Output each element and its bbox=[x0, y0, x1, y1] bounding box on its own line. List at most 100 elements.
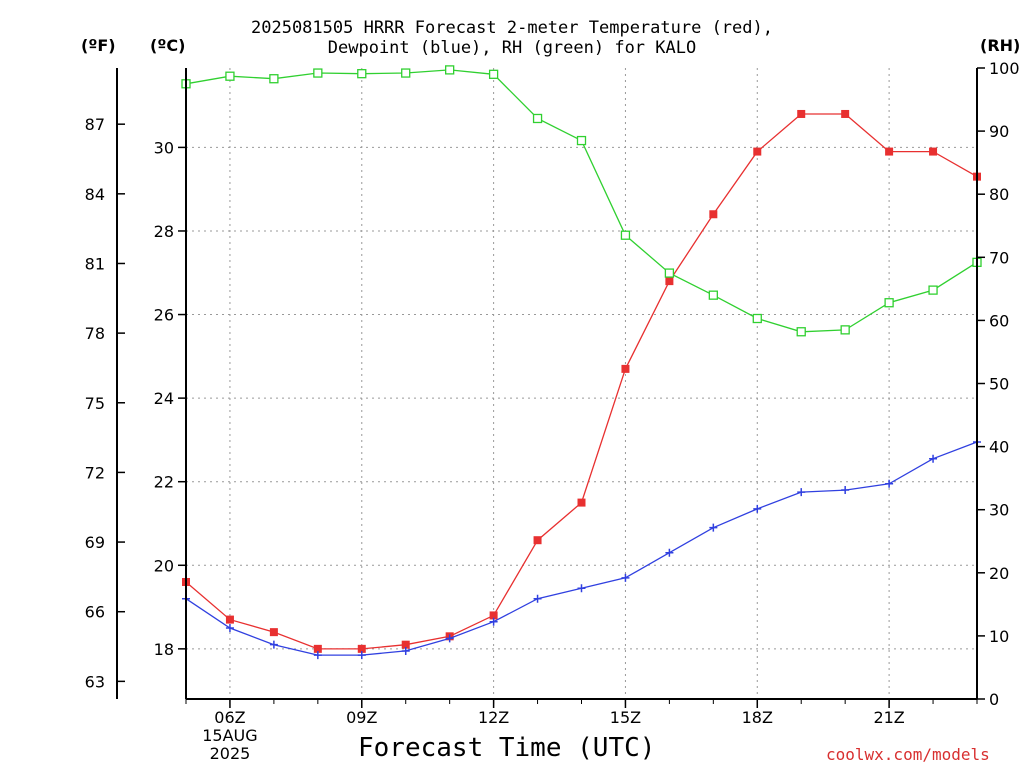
y-tick-label-rh: 70 bbox=[989, 248, 1009, 267]
y-tick-label-rh: 80 bbox=[989, 185, 1009, 204]
data-point-dewpoint bbox=[313, 651, 322, 660]
data-point-temperature bbox=[313, 644, 322, 653]
x-tick-label: 21Z bbox=[873, 708, 904, 727]
data-point-rh bbox=[796, 327, 806, 337]
data-point-dewpoint bbox=[885, 479, 894, 488]
data-point-temperature bbox=[929, 147, 938, 156]
data-point-temperature bbox=[401, 640, 410, 649]
y-tick-label-celsius: 28 bbox=[154, 222, 174, 241]
data-point-temperature bbox=[753, 147, 762, 156]
y-tick-label-rh: 0 bbox=[989, 690, 999, 709]
data-point-rh bbox=[708, 290, 718, 300]
y-tick-label-fahrenheit: 66 bbox=[85, 603, 105, 622]
chart-title-line-1: 2025081505 HRRR Forecast 2-meter Tempera… bbox=[251, 18, 773, 38]
data-point-temperature bbox=[489, 611, 498, 620]
x-tick-label: 18Z bbox=[742, 708, 773, 727]
data-point-temperature bbox=[797, 109, 806, 118]
credit-text: coolwx.com/models bbox=[826, 745, 990, 764]
series-line-rh bbox=[185, 69, 978, 333]
unit-label-fahrenheit: (ºF) bbox=[81, 36, 116, 55]
data-point-rh bbox=[488, 69, 499, 79]
y-tick-label-rh: 10 bbox=[989, 627, 1009, 646]
y-tick-label-celsius: 20 bbox=[154, 556, 174, 575]
unit-label-rh: (RH) bbox=[980, 36, 1021, 55]
data-point-rh bbox=[269, 74, 279, 84]
data-point-rh bbox=[664, 268, 675, 278]
series-rh bbox=[181, 65, 982, 337]
data-point-dewpoint bbox=[797, 488, 806, 497]
series-line-dewpoint bbox=[185, 441, 978, 656]
y-tick-label-fahrenheit: 84 bbox=[85, 185, 105, 204]
y-tick-label-celsius: 30 bbox=[154, 138, 174, 157]
y-tick-label-celsius: 24 bbox=[154, 389, 174, 408]
data-point-rh bbox=[401, 68, 411, 78]
data-point-rh bbox=[445, 65, 455, 75]
data-point-temperature bbox=[533, 536, 542, 545]
chart-title-line-2: Dewpoint (blue), RH (green) for KALO bbox=[327, 38, 697, 58]
y-tick-label-rh: 60 bbox=[989, 311, 1009, 330]
series-dewpoint bbox=[182, 438, 981, 660]
data-point-dewpoint bbox=[709, 523, 718, 532]
y-tick-label-celsius: 26 bbox=[154, 306, 174, 325]
data-point-rh bbox=[576, 135, 587, 146]
y-tick-label-fahrenheit: 69 bbox=[85, 533, 105, 552]
data-point-temperature bbox=[665, 277, 674, 286]
data-point-dewpoint bbox=[929, 454, 938, 463]
x-tick-label: 09Z bbox=[346, 708, 377, 727]
data-point-dewpoint bbox=[577, 584, 586, 593]
data-point-dewpoint bbox=[753, 504, 762, 513]
data-point-temperature bbox=[577, 498, 586, 507]
data-point-rh bbox=[840, 325, 850, 335]
x-tick-date: 15AUG bbox=[202, 726, 257, 745]
data-point-rh bbox=[357, 69, 367, 79]
data-point-rh bbox=[225, 71, 235, 81]
data-point-dewpoint bbox=[533, 594, 542, 603]
series-layer bbox=[181, 65, 982, 660]
data-point-dewpoint bbox=[489, 617, 498, 626]
y-tick-label-fahrenheit: 72 bbox=[85, 463, 105, 482]
series-temperature bbox=[182, 109, 981, 653]
y-tick-label-celsius: 22 bbox=[154, 473, 174, 492]
data-point-rh bbox=[532, 113, 543, 124]
y-tick-label-rh: 100 bbox=[989, 59, 1020, 78]
data-point-rh bbox=[313, 68, 323, 78]
x-tick-label: 15Z bbox=[610, 708, 641, 727]
y-tick-label-fahrenheit: 63 bbox=[85, 672, 105, 691]
data-point-temperature bbox=[885, 147, 894, 156]
unit-label-celsius: (ºC) bbox=[150, 36, 186, 55]
series-line-temperature bbox=[185, 113, 978, 650]
data-point-temperature bbox=[357, 644, 366, 653]
grid-lines bbox=[186, 68, 977, 699]
data-point-rh bbox=[752, 313, 762, 324]
data-point-dewpoint bbox=[445, 634, 454, 643]
data-point-dewpoint bbox=[269, 640, 278, 649]
data-point-rh bbox=[620, 230, 631, 240]
x-axis-title: Forecast Time (UTC) bbox=[358, 733, 656, 763]
y-tick-label-rh: 30 bbox=[989, 501, 1009, 520]
x-tick-label: 12Z bbox=[478, 708, 509, 727]
data-point-rh bbox=[884, 298, 894, 308]
data-point-dewpoint bbox=[401, 646, 410, 655]
y-tick-label-rh: 20 bbox=[989, 564, 1009, 583]
data-point-dewpoint bbox=[621, 573, 630, 582]
y-tick-label-rh: 90 bbox=[989, 122, 1009, 141]
y-tick-label-fahrenheit: 81 bbox=[85, 254, 105, 273]
y-tick-label-fahrenheit: 87 bbox=[85, 115, 105, 134]
data-point-temperature bbox=[709, 210, 718, 219]
data-point-temperature bbox=[841, 109, 850, 118]
data-point-dewpoint bbox=[357, 651, 366, 660]
x-tick-year: 2025 bbox=[210, 744, 251, 763]
x-tick-label: 06Z bbox=[214, 708, 245, 727]
y-tick-label-fahrenheit: 75 bbox=[85, 394, 105, 413]
data-point-dewpoint bbox=[665, 548, 674, 557]
data-point-rh bbox=[928, 285, 938, 295]
y-tick-label-rh: 40 bbox=[989, 438, 1009, 457]
data-point-temperature bbox=[269, 628, 278, 637]
y-tick-label-fahrenheit: 78 bbox=[85, 324, 105, 343]
y-tick-label-celsius: 18 bbox=[154, 640, 174, 659]
data-point-dewpoint bbox=[841, 486, 850, 495]
data-point-temperature bbox=[225, 615, 234, 624]
y-tick-label-rh: 50 bbox=[989, 375, 1009, 394]
